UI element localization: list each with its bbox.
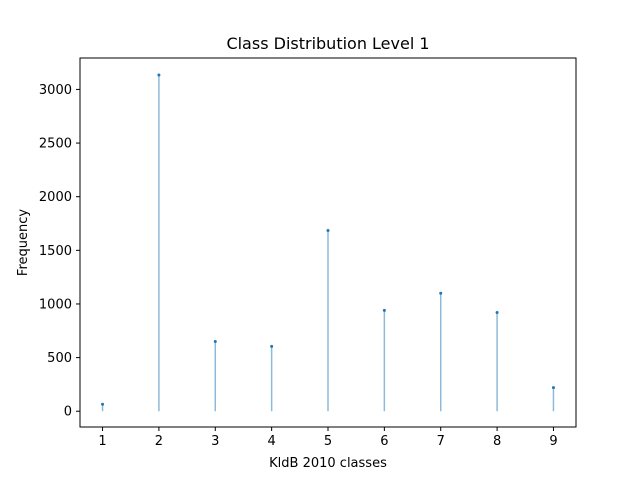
- x-axis-label: KldB 2010 classes: [269, 456, 387, 471]
- stem-marker: [213, 340, 217, 344]
- stem-marker: [551, 386, 555, 390]
- stem-marker: [439, 291, 443, 295]
- x-tick-label: 6: [380, 434, 388, 449]
- x-tick-label: 1: [98, 434, 106, 449]
- y-tick-label: 500: [47, 351, 72, 366]
- x-tick-label: 4: [267, 434, 275, 449]
- x-axis-ticks: 1 2 3 4 5 6 7 8 9: [98, 427, 558, 449]
- y-tick-label: 3000: [39, 83, 72, 98]
- y-axis-label: Frequency: [16, 209, 31, 276]
- x-tick-label: 5: [324, 434, 332, 449]
- x-tick-label: 7: [437, 434, 445, 449]
- stem-marker: [157, 73, 161, 77]
- x-tick-label: 8: [493, 434, 501, 449]
- chart-title: Class Distribution Level 1: [226, 34, 429, 53]
- y-axis-ticks: 0 500 1000 1500 2000 2500 3000: [39, 83, 80, 420]
- stem-marker: [326, 228, 330, 232]
- y-tick-label: 0: [64, 405, 72, 420]
- y-tick-label: 1500: [39, 244, 72, 259]
- x-tick-label: 3: [211, 434, 219, 449]
- stem-marker: [382, 308, 386, 312]
- plot-frame: [79, 57, 577, 428]
- x-tick-label: 9: [549, 434, 557, 449]
- stem-marker: [495, 311, 499, 315]
- x-tick-label: 2: [155, 434, 163, 449]
- y-tick-label: 1000: [39, 297, 72, 312]
- stem-marker: [101, 402, 105, 406]
- y-tick-label: 2000: [39, 190, 72, 205]
- stems-group: [101, 73, 555, 412]
- stem-marker: [270, 344, 274, 348]
- y-tick-label: 2500: [39, 137, 72, 152]
